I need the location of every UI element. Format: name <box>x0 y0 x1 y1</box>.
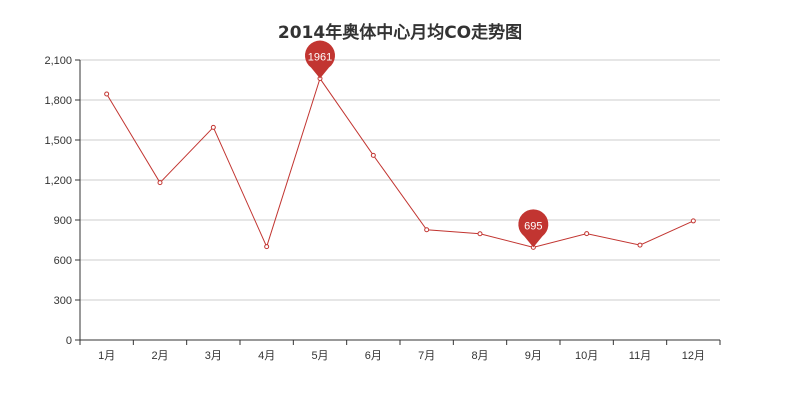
x-tick-label-6: 7月 <box>418 350 435 362</box>
data-point-7 <box>477 231 483 237</box>
y-tick-label-6: 1,800 <box>44 95 72 107</box>
x-tick-label-3: 4月 <box>258 350 275 362</box>
x-tick-label-5: 6月 <box>365 350 382 362</box>
x-tick-label-8: 9月 <box>525 350 542 362</box>
x-tick-label-4: 5月 <box>311 350 328 362</box>
y-tick-label-5: 1,500 <box>44 135 72 147</box>
data-point-10 <box>637 242 643 248</box>
marker-shape-min <box>518 209 549 248</box>
y-tick-label-2: 600 <box>54 255 72 267</box>
x-tick-label-10: 11月 <box>629 350 651 362</box>
x-tick-label-2: 3月 <box>205 350 222 362</box>
x-tick-label-9: 10月 <box>575 350 598 362</box>
x-tick-label-11: 12月 <box>682 350 705 362</box>
data-point-11 <box>690 218 696 224</box>
data-point-5 <box>370 152 376 158</box>
chart-title: 2014年奥体中心月均CO走势图 <box>277 23 523 43</box>
y-tick-label-1: 300 <box>54 295 72 307</box>
data-point-9 <box>584 231 590 237</box>
y-tick-label-0: 0 <box>66 335 72 347</box>
data-point-3 <box>264 244 270 250</box>
y-tick-label-7: 2,100 <box>44 55 72 67</box>
data-point-0 <box>104 91 110 97</box>
marker-label-max: 1961 <box>308 52 332 64</box>
y-tick-label-4: 1,200 <box>44 175 72 187</box>
x-tick-label-1: 2月 <box>151 350 168 362</box>
data-point-1 <box>157 180 163 186</box>
marker-label-min: 695 <box>524 220 542 232</box>
series-line-0 <box>106 77 694 249</box>
data-point-2 <box>210 124 216 130</box>
data-point-6 <box>424 227 430 233</box>
y-tick-label-3: 900 <box>54 215 72 227</box>
marker-pin-min: 695 <box>518 209 549 248</box>
marker-shape-max <box>305 40 335 79</box>
marker-pin-max: 1961 <box>305 40 335 79</box>
x-tick-label-7: 8月 <box>471 350 488 362</box>
x-tick-label-0: 1月 <box>98 350 115 362</box>
